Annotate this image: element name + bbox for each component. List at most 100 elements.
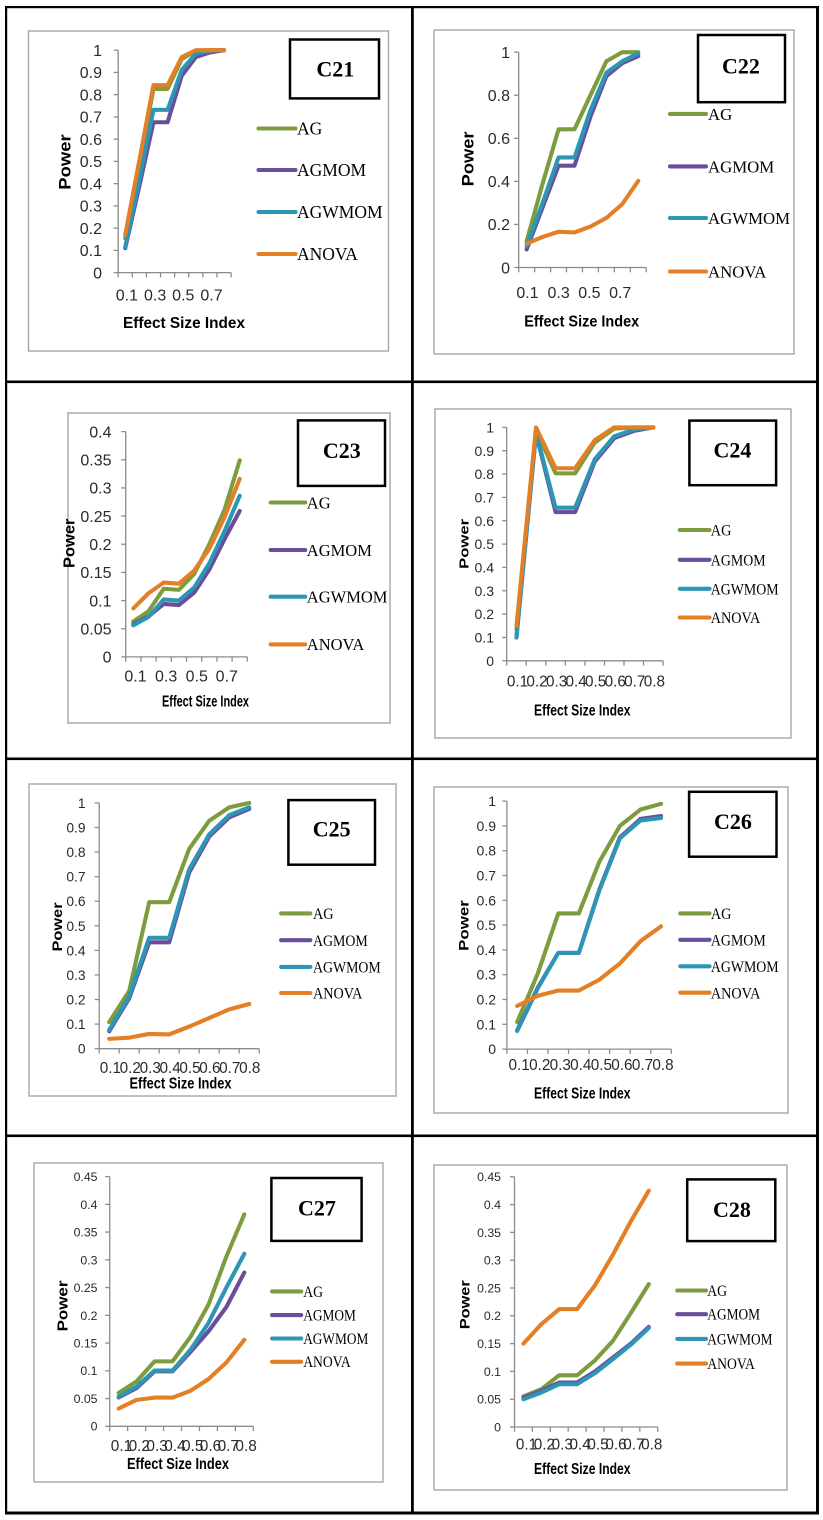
svg-text:0.6: 0.6 xyxy=(477,892,497,908)
svg-text:Power: Power xyxy=(457,900,472,951)
svg-text:0.5: 0.5 xyxy=(578,285,600,302)
svg-text:AG: AG xyxy=(707,1283,727,1300)
svg-text:AG: AG xyxy=(711,906,732,923)
svg-text:AGMOM: AGMOM xyxy=(307,541,372,560)
svg-text:0.6: 0.6 xyxy=(80,132,102,149)
svg-text:0.4: 0.4 xyxy=(565,674,587,691)
svg-text:0.5: 0.5 xyxy=(591,1057,612,1074)
svg-text:0.7: 0.7 xyxy=(218,1438,239,1455)
svg-text:0.5: 0.5 xyxy=(182,1438,203,1455)
svg-text:1: 1 xyxy=(93,43,102,60)
svg-text:1: 1 xyxy=(486,419,494,435)
svg-text:0.2: 0.2 xyxy=(80,1309,97,1323)
svg-text:0.35: 0.35 xyxy=(477,1226,501,1240)
svg-text:Effect Size Index: Effect Size Index xyxy=(534,702,631,719)
svg-text:C21: C21 xyxy=(316,57,354,82)
svg-text:0.5: 0.5 xyxy=(587,1437,608,1454)
svg-text:0.35: 0.35 xyxy=(80,453,111,470)
svg-text:0.05: 0.05 xyxy=(477,1393,501,1407)
svg-text:0.2: 0.2 xyxy=(129,1438,150,1455)
svg-text:Effect Size Index: Effect Size Index xyxy=(524,314,639,331)
svg-text:0.5: 0.5 xyxy=(475,536,495,552)
svg-text:0.2: 0.2 xyxy=(529,1057,550,1074)
svg-text:0.7: 0.7 xyxy=(623,1437,644,1454)
svg-text:0.7: 0.7 xyxy=(477,868,497,884)
svg-text:0.1: 0.1 xyxy=(111,1438,132,1455)
svg-text:0.6: 0.6 xyxy=(605,674,626,691)
svg-text:0.9: 0.9 xyxy=(475,443,495,459)
svg-text:0.5: 0.5 xyxy=(80,154,102,171)
svg-text:AG: AG xyxy=(711,523,732,540)
svg-text:0.3: 0.3 xyxy=(140,1060,161,1077)
svg-text:0.8: 0.8 xyxy=(644,674,665,691)
svg-text:ANOVA: ANOVA xyxy=(303,1354,351,1371)
svg-text:Effect Size Index: Effect Size Index xyxy=(534,1461,631,1478)
svg-text:0.5: 0.5 xyxy=(585,674,606,691)
svg-text:AGWMOM: AGWMOM xyxy=(707,1331,772,1348)
svg-text:C28: C28 xyxy=(713,1197,751,1222)
svg-text:0.4: 0.4 xyxy=(164,1438,186,1455)
svg-text:0.3: 0.3 xyxy=(80,199,102,216)
svg-text:0.7: 0.7 xyxy=(66,870,85,885)
svg-text:0.2: 0.2 xyxy=(89,537,111,554)
svg-text:0.5: 0.5 xyxy=(179,1060,200,1077)
svg-text:0.4: 0.4 xyxy=(488,174,510,191)
svg-text:0.4: 0.4 xyxy=(80,1198,97,1212)
svg-text:0: 0 xyxy=(486,653,494,669)
svg-text:1: 1 xyxy=(78,796,86,811)
svg-text:0.35: 0.35 xyxy=(74,1226,98,1240)
svg-text:Effect Size Index: Effect Size Index xyxy=(130,1076,232,1093)
svg-text:0.2: 0.2 xyxy=(80,221,102,238)
svg-text:0.4: 0.4 xyxy=(570,1437,592,1454)
svg-text:0.5: 0.5 xyxy=(172,288,194,305)
svg-text:0: 0 xyxy=(103,650,112,667)
svg-text:AGWMOM: AGWMOM xyxy=(711,581,779,598)
svg-text:0.3: 0.3 xyxy=(477,967,497,983)
svg-text:AG: AG xyxy=(708,105,732,124)
svg-text:AGMOM: AGMOM xyxy=(711,552,766,569)
svg-text:0.6: 0.6 xyxy=(66,894,86,909)
svg-text:0.2: 0.2 xyxy=(526,674,547,691)
svg-text:Power: Power xyxy=(458,1280,473,1329)
svg-text:0.45: 0.45 xyxy=(477,1170,501,1184)
svg-text:0.8: 0.8 xyxy=(66,845,86,860)
svg-text:0.6: 0.6 xyxy=(475,513,495,529)
svg-text:0.1: 0.1 xyxy=(80,1364,97,1378)
svg-text:Power: Power xyxy=(459,131,478,186)
svg-text:0.9: 0.9 xyxy=(80,65,102,82)
svg-text:0.1: 0.1 xyxy=(124,668,146,685)
svg-text:C23: C23 xyxy=(323,438,361,463)
svg-text:0.8: 0.8 xyxy=(488,88,510,105)
svg-text:0: 0 xyxy=(501,260,510,277)
svg-text:AG: AG xyxy=(297,119,323,139)
svg-text:0.1: 0.1 xyxy=(509,1057,530,1074)
svg-text:Power: Power xyxy=(61,518,79,568)
svg-text:Power: Power xyxy=(50,902,66,951)
svg-text:C25: C25 xyxy=(313,816,351,841)
svg-text:0.7: 0.7 xyxy=(609,285,631,302)
svg-text:0.15: 0.15 xyxy=(477,1337,501,1351)
svg-text:0.4: 0.4 xyxy=(66,943,86,958)
svg-text:Effect Size Index: Effect Size Index xyxy=(127,1456,229,1473)
svg-text:0.1: 0.1 xyxy=(475,630,495,646)
svg-text:ANOVA: ANOVA xyxy=(313,986,363,1003)
svg-text:0.45: 0.45 xyxy=(74,1170,98,1184)
svg-text:C26: C26 xyxy=(714,809,752,834)
svg-text:1: 1 xyxy=(501,45,510,62)
svg-text:0.3: 0.3 xyxy=(547,285,569,302)
svg-text:0.2: 0.2 xyxy=(484,1309,501,1323)
svg-text:0: 0 xyxy=(494,1420,501,1434)
svg-text:0.05: 0.05 xyxy=(80,622,111,639)
svg-text:ANOVA: ANOVA xyxy=(307,635,365,654)
svg-text:0.6: 0.6 xyxy=(605,1437,626,1454)
svg-text:0.1: 0.1 xyxy=(484,1365,501,1379)
svg-text:0.2: 0.2 xyxy=(475,606,495,622)
svg-text:AGWMOM: AGWMOM xyxy=(297,202,383,222)
svg-text:ANOVA: ANOVA xyxy=(711,610,761,627)
svg-text:AGMOM: AGMOM xyxy=(708,157,774,176)
svg-text:AGMOM: AGMOM xyxy=(313,933,368,950)
svg-text:AGWMOM: AGWMOM xyxy=(711,959,779,976)
svg-text:0.3: 0.3 xyxy=(146,1438,167,1455)
svg-text:AGWMOM: AGWMOM xyxy=(313,960,381,977)
svg-text:0.1: 0.1 xyxy=(66,1017,85,1032)
